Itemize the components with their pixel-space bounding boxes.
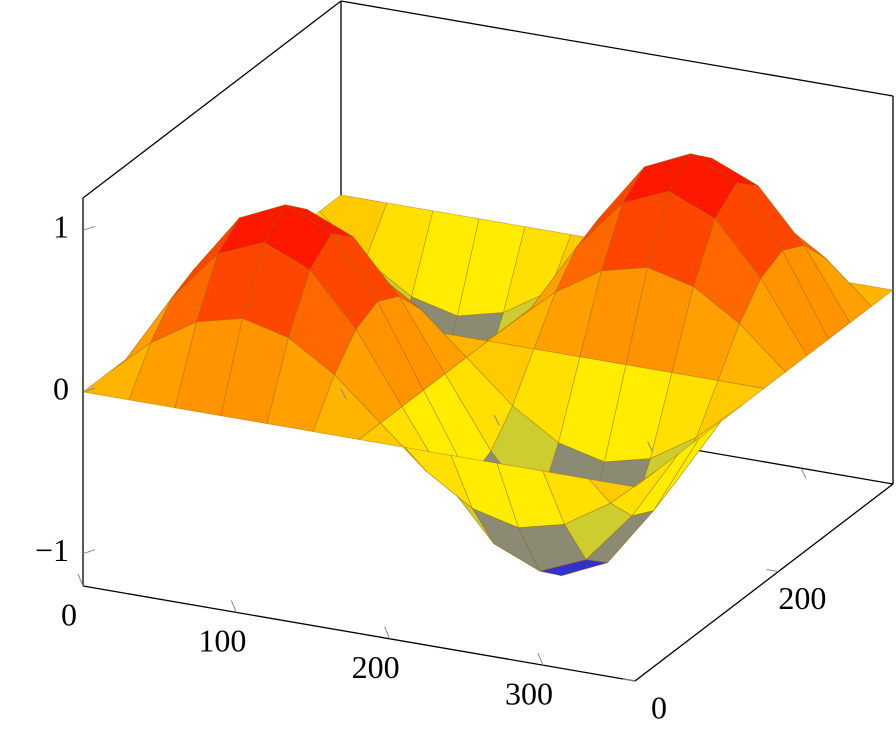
surface-patch	[717, 323, 787, 389]
x-tick	[230, 600, 237, 613]
x-tick-label: 200	[352, 649, 400, 685]
z-tick	[82, 225, 96, 231]
x-tick	[647, 441, 654, 453]
x-tick-label: 0	[61, 596, 77, 632]
x-tick	[77, 573, 84, 587]
x-tick	[800, 467, 807, 479]
axis-line	[340, 0, 894, 97]
z-tick	[82, 549, 96, 555]
surface-patch	[781, 244, 851, 340]
y-tick-label: 0	[651, 689, 667, 725]
z-tick-label: 0	[53, 370, 69, 406]
x-tick	[384, 626, 391, 639]
y-tick	[766, 569, 779, 573]
y-tick-label: 200	[778, 580, 826, 616]
z-tick-label: −1	[35, 532, 69, 568]
surface-patch	[653, 421, 722, 511]
x-tick	[537, 652, 544, 666]
x-tick-label: 100	[198, 623, 246, 659]
z-tick	[82, 387, 96, 393]
axis-line	[634, 483, 894, 682]
surface-patch	[631, 437, 700, 517]
surface-patch	[739, 277, 808, 373]
x-tick-label: 300	[505, 676, 553, 712]
z-tick-label: 1	[53, 209, 69, 245]
surface-patch	[587, 470, 657, 504]
x-tick	[340, 388, 347, 400]
axis-line	[82, 0, 342, 199]
y-tick	[622, 678, 636, 682]
x-tick	[493, 415, 500, 426]
surface-patch	[760, 249, 830, 357]
surface-patch	[803, 245, 873, 324]
